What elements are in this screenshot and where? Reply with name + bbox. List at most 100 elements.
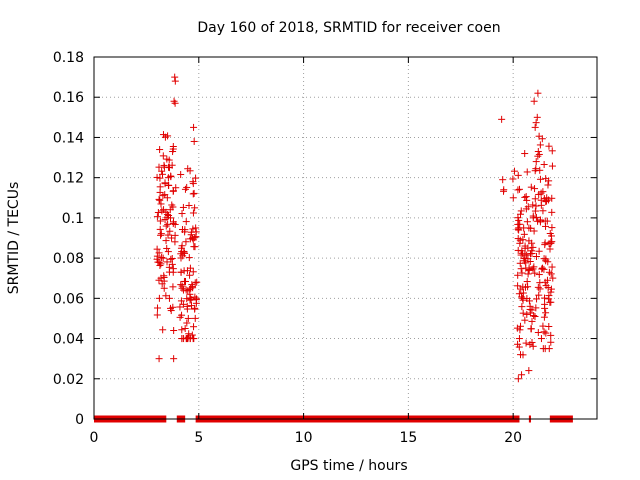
data-point	[189, 209, 197, 217]
data-point	[155, 276, 163, 284]
data-point	[522, 339, 530, 347]
data-point	[159, 254, 167, 262]
data-point	[164, 248, 172, 256]
data-point	[514, 271, 522, 279]
data-point	[545, 322, 553, 330]
y-tick-label: 0.08	[53, 251, 84, 267]
data-point	[164, 231, 172, 239]
data-point	[184, 314, 192, 322]
data-point	[536, 175, 544, 183]
y-tick-label: 0.02	[53, 372, 84, 388]
data-point	[524, 255, 532, 263]
y-axis-title: SRMTID / TECUs	[6, 182, 22, 295]
data-point	[178, 326, 186, 334]
data-point	[545, 268, 553, 276]
data-point	[518, 371, 526, 379]
data-point	[529, 265, 537, 273]
data-point	[160, 273, 168, 281]
data-point	[157, 230, 165, 238]
data-point	[519, 236, 527, 244]
data-point	[160, 284, 168, 292]
data-point	[159, 152, 167, 160]
data-point	[523, 218, 531, 226]
data-point	[178, 284, 186, 292]
data-point	[154, 209, 162, 217]
data-point	[191, 314, 199, 322]
y-tick-label: 0.1	[62, 211, 84, 227]
y-tick-label: 0	[75, 412, 84, 428]
data-point	[521, 150, 529, 158]
x-tick-label: 20	[504, 430, 522, 446]
data-point	[187, 231, 195, 239]
data-point	[527, 325, 535, 333]
data-point	[543, 194, 551, 202]
data-point	[163, 194, 171, 202]
data-point	[177, 171, 185, 179]
data-point	[191, 305, 199, 313]
data-point	[520, 230, 528, 238]
data-point	[535, 291, 543, 299]
data-point	[548, 263, 556, 271]
data-point	[182, 218, 190, 226]
data-point	[537, 189, 545, 197]
y-tick-label: 0.12	[53, 171, 84, 187]
data-point	[159, 131, 167, 139]
data-point	[548, 224, 556, 232]
data-point	[166, 304, 174, 312]
data-point	[177, 250, 185, 258]
data-point	[154, 304, 162, 312]
data-point	[192, 224, 200, 232]
data-point	[541, 241, 549, 249]
data-point	[517, 351, 525, 359]
data-point	[189, 234, 197, 242]
data-point	[183, 319, 191, 327]
data-point	[517, 207, 525, 215]
data-point	[529, 212, 537, 220]
data-point	[156, 196, 164, 204]
data-point	[178, 210, 186, 218]
data-point	[523, 310, 531, 318]
data-point	[509, 175, 517, 183]
data-point	[545, 292, 553, 300]
data-point	[186, 294, 194, 302]
data-point	[537, 335, 545, 343]
data-point	[180, 248, 188, 256]
data-point	[535, 150, 543, 158]
data-point	[530, 227, 538, 235]
data-point	[529, 201, 537, 209]
data-point	[535, 132, 543, 140]
data-point	[525, 367, 533, 375]
data-point	[528, 306, 536, 314]
data-point	[529, 342, 537, 350]
data-point	[171, 231, 179, 239]
data-point	[166, 214, 174, 222]
data-point	[155, 195, 163, 203]
data-point	[525, 224, 533, 232]
data-point	[158, 207, 166, 215]
data-point	[521, 316, 529, 324]
data-point	[181, 185, 189, 193]
data-point	[536, 166, 544, 174]
data-point	[532, 213, 540, 221]
data-point	[165, 263, 173, 271]
data-point	[153, 311, 161, 319]
data-point	[182, 335, 190, 343]
data-point	[530, 312, 538, 320]
data-point	[535, 271, 543, 279]
data-point	[518, 269, 526, 277]
data-point	[539, 322, 547, 330]
data-point	[519, 294, 527, 302]
data-point	[177, 268, 185, 276]
data-point	[533, 295, 541, 303]
data-point	[157, 200, 165, 208]
data-point	[514, 220, 522, 228]
data-point	[157, 231, 165, 239]
data-point	[179, 300, 187, 308]
data-point	[517, 265, 525, 273]
data-point	[190, 323, 198, 331]
data-point	[164, 174, 172, 182]
data-point	[153, 245, 161, 253]
data-point	[514, 375, 522, 383]
data-point	[193, 278, 201, 286]
data-point	[499, 176, 507, 184]
